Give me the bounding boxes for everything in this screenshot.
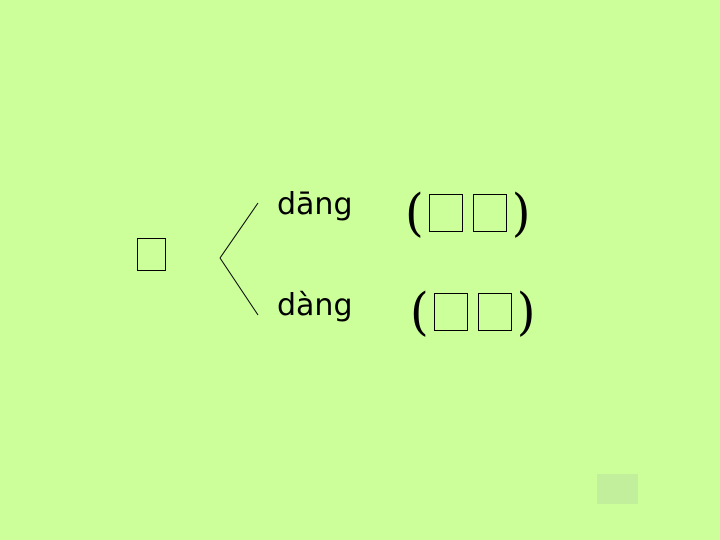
pinyin-reading-2: dàng <box>277 288 353 323</box>
slide-nav-button[interactable] <box>597 474 638 504</box>
branch-line-bottom <box>219 257 259 316</box>
open-paren: ( <box>405 183 424 243</box>
missing-glyph-box <box>428 194 463 232</box>
missing-glyph-box <box>477 293 512 331</box>
main-character-glyph <box>137 238 166 271</box>
branch-line-top <box>219 202 259 259</box>
example-word-2: ( ) <box>410 282 536 342</box>
example-word-1: ( ) <box>405 183 531 243</box>
missing-glyph-box <box>472 194 507 232</box>
close-paren: ) <box>516 282 536 342</box>
open-paren: ( <box>410 282 429 342</box>
pinyin-reading-1: dāng <box>277 187 353 222</box>
close-paren: ) <box>511 183 531 243</box>
missing-glyph-box <box>433 293 468 331</box>
